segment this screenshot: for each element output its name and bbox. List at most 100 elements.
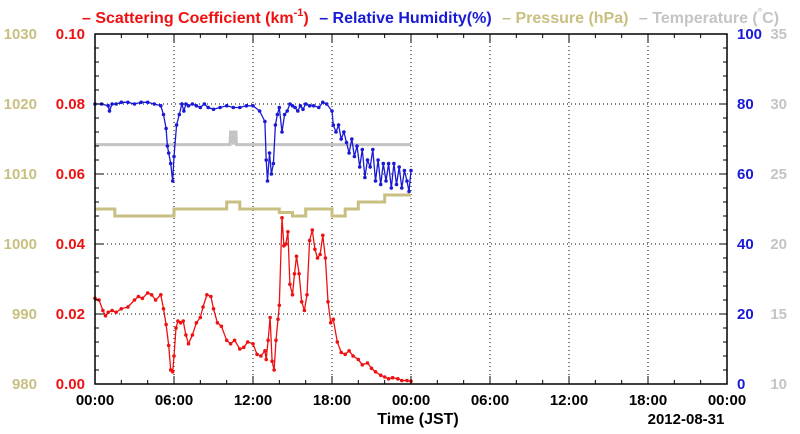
data-point-scattering-coefficient xyxy=(181,319,185,323)
data-point-relative-humidity xyxy=(384,179,388,183)
data-point-scattering-coefficient xyxy=(190,333,195,337)
data-point-scattering-coefficient xyxy=(164,322,168,327)
data-point-scattering-coefficient xyxy=(302,308,307,313)
data-point-scattering-coefficient xyxy=(297,272,301,276)
y-tick-label-scattering: 0.02 xyxy=(56,306,85,323)
data-point-relative-humidity xyxy=(352,154,357,159)
data-point-relative-humidity xyxy=(339,137,344,141)
data-point-relative-humidity xyxy=(267,151,272,155)
axis-ticks: 00:00 06:00 12:00 18:00 00:00 06:00 12:00 18:00… xyxy=(4,26,787,409)
y-tick-label-humidity: 40 xyxy=(737,236,754,253)
x-tick-label: 18:00 xyxy=(313,392,351,409)
data-point-scattering-coefficient xyxy=(186,342,191,346)
y-tick-label-scattering: 0.10 xyxy=(56,26,85,43)
data-point-scattering-coefficient xyxy=(266,338,270,343)
y-tick-label-temperature: 35 xyxy=(770,26,787,43)
data-point-scattering-coefficient xyxy=(378,373,383,378)
legend-temperature: – Temperature (°C) xyxy=(639,7,779,27)
y-tick-label-pressure: 1030 xyxy=(4,26,37,43)
data-point-relative-humidity xyxy=(324,102,329,106)
data-point-relative-humidity xyxy=(271,161,276,166)
y-tick-label-scattering: 0.04 xyxy=(56,236,86,253)
data-point-relative-humidity xyxy=(218,105,222,110)
data-point-scattering-coefficient xyxy=(166,343,171,348)
data-point-relative-humidity xyxy=(206,105,210,110)
data-point-relative-humidity xyxy=(402,168,407,173)
data-point-relative-humidity xyxy=(132,102,137,106)
data-point-scattering-coefficient xyxy=(299,300,304,304)
y-tick-label-temperature: 15 xyxy=(770,306,787,323)
data-point-relative-humidity xyxy=(177,112,182,117)
data-point-scattering-coefficient xyxy=(201,305,205,309)
data-point-relative-humidity xyxy=(251,104,255,108)
data-point-relative-humidity xyxy=(273,123,278,127)
data-point-relative-humidity xyxy=(190,102,195,106)
y-tick-label-humidity: 80 xyxy=(737,96,754,113)
data-point-scattering-coefficient xyxy=(343,352,348,357)
data-point-scattering-coefficient xyxy=(400,378,404,383)
data-point-scattering-coefficient xyxy=(284,242,288,246)
data-point-scattering-coefficient xyxy=(263,349,267,353)
data-point-relative-humidity xyxy=(409,168,413,173)
data-point-relative-humidity xyxy=(301,107,305,112)
data-point-relative-humidity xyxy=(394,182,399,187)
y-tick-label-pressure: 1010 xyxy=(4,166,37,183)
data-point-relative-humidity xyxy=(336,123,341,127)
data-point-scattering-coefficient xyxy=(251,342,255,346)
data-point-scattering-coefficient xyxy=(161,307,166,311)
data-point-relative-humidity xyxy=(298,104,303,108)
data-point-relative-humidity xyxy=(334,130,338,134)
data-point-scattering-coefficient xyxy=(315,256,320,260)
data-point-scattering-coefficient xyxy=(292,272,297,276)
data-point-scattering-coefficient xyxy=(313,247,317,252)
data-point-scattering-coefficient xyxy=(159,293,163,297)
data-point-scattering-coefficient xyxy=(386,377,391,381)
data-point-relative-humidity xyxy=(119,100,124,105)
data-point-scattering-coefficient xyxy=(184,333,188,337)
data-point-relative-humidity xyxy=(317,105,321,110)
data-point-scattering-coefficient xyxy=(103,314,108,318)
data-point-relative-humidity xyxy=(198,105,203,110)
x-axis-date: 2012-08-31 xyxy=(648,411,725,428)
data-point-relative-humidity xyxy=(263,119,267,124)
legend-pressure: – Pressure (hPa) xyxy=(502,10,628,27)
y-tick-label-scattering: 0.00 xyxy=(56,376,85,393)
data-point-relative-humidity xyxy=(321,100,325,105)
data-point-scattering-coefficient xyxy=(280,216,284,220)
data-point-scattering-coefficient xyxy=(305,293,309,297)
data-point-relative-humidity xyxy=(257,109,262,113)
data-point-relative-humidity xyxy=(303,102,308,106)
data-point-relative-humidity xyxy=(365,158,370,162)
data-point-relative-humidity xyxy=(371,147,375,152)
data-point-scattering-coefficient xyxy=(390,375,395,380)
data-point-scattering-coefficient xyxy=(219,324,224,329)
data-point-scattering-coefficient xyxy=(136,294,141,299)
data-point-scattering-coefficient xyxy=(170,370,175,374)
data-point-relative-humidity xyxy=(368,165,373,169)
data-point-relative-humidity xyxy=(290,104,295,108)
data-point-relative-humidity xyxy=(363,175,367,180)
y-tick-label-temperature: 30 xyxy=(770,96,787,113)
data-point-scattering-coefficient xyxy=(209,294,213,299)
data-point-relative-humidity xyxy=(355,144,359,148)
y-tick-label-pressure: 1000 xyxy=(4,236,37,253)
y-tick-label-scattering: 0.08 xyxy=(56,96,85,113)
y-tick-label-humidity: 60 xyxy=(737,166,754,183)
data-point-relative-humidity xyxy=(350,137,354,141)
data-point-relative-humidity xyxy=(373,179,378,183)
data-point-relative-humidity xyxy=(224,104,229,108)
data-point-scattering-coefficient xyxy=(288,282,292,287)
data-point-scattering-coefficient xyxy=(215,321,220,325)
data-point-relative-humidity xyxy=(342,130,346,134)
data-point-scattering-coefficient xyxy=(326,300,330,304)
data-point-relative-humidity xyxy=(397,165,402,169)
data-point-scattering-coefficient xyxy=(318,252,322,257)
data-point-scattering-coefficient xyxy=(153,298,158,302)
y-tick-label-pressure: 1020 xyxy=(4,96,37,113)
plot-series xyxy=(93,100,413,384)
data-point-scattering-coefficient xyxy=(365,361,370,365)
data-point-scattering-coefficient xyxy=(114,310,118,315)
data-point-scattering-coefficient xyxy=(132,298,137,302)
data-point-relative-humidity xyxy=(194,104,199,108)
